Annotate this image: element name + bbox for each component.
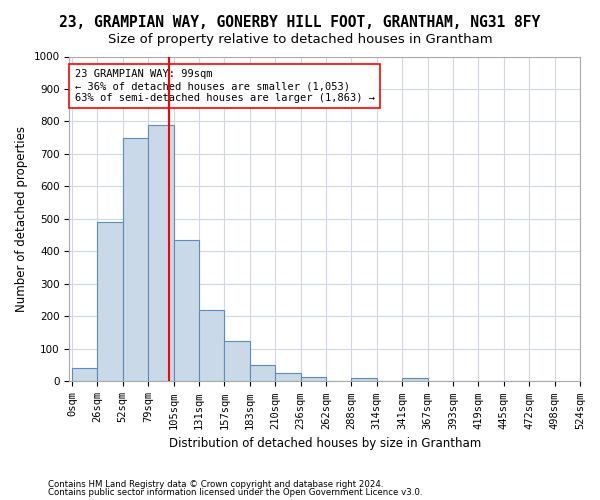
Bar — [199, 310, 224, 382]
Bar — [173, 240, 199, 382]
Bar — [301, 376, 326, 382]
Y-axis label: Number of detached properties: Number of detached properties — [15, 126, 28, 312]
Text: 23 GRAMPIAN WAY: 99sqm
← 36% of detached houses are smaller (1,053)
63% of semi-: 23 GRAMPIAN WAY: 99sqm ← 36% of detached… — [74, 70, 374, 102]
Bar — [148, 124, 173, 382]
Text: Size of property relative to detached houses in Grantham: Size of property relative to detached ho… — [107, 32, 493, 46]
Bar — [250, 365, 275, 382]
Bar — [275, 374, 301, 382]
Text: 23, GRAMPIAN WAY, GONERBY HILL FOOT, GRANTHAM, NG31 8FY: 23, GRAMPIAN WAY, GONERBY HILL FOOT, GRA… — [59, 15, 541, 30]
Bar — [224, 341, 250, 382]
Text: Contains public sector information licensed under the Open Government Licence v3: Contains public sector information licen… — [48, 488, 422, 497]
Bar — [97, 222, 123, 382]
Bar — [72, 368, 97, 382]
Bar — [402, 378, 428, 382]
X-axis label: Distribution of detached houses by size in Grantham: Distribution of detached houses by size … — [169, 437, 481, 450]
Text: Contains HM Land Registry data © Crown copyright and database right 2024.: Contains HM Land Registry data © Crown c… — [48, 480, 383, 489]
Bar — [123, 138, 148, 382]
Bar — [352, 378, 377, 382]
